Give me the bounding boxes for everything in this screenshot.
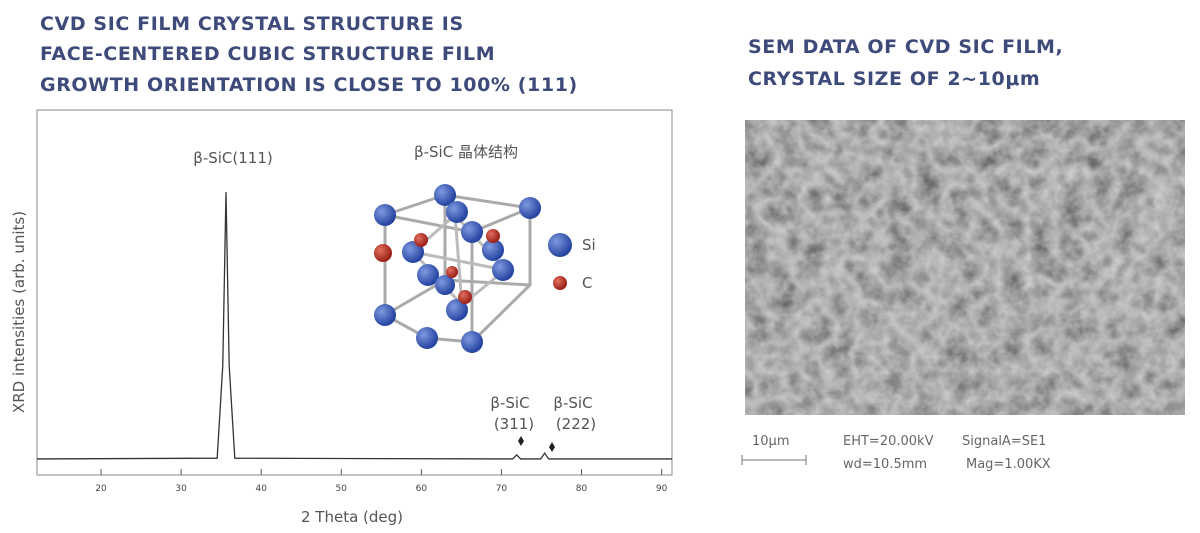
sem-info: EHT=20.00kV	[843, 434, 934, 449]
x-tick-label: 90	[656, 484, 668, 494]
x-tick-label: 80	[576, 484, 588, 494]
x-tick-label: 50	[336, 484, 348, 494]
y-axis-label: XRD intensities (arb. units)	[10, 211, 28, 413]
x-tick-label: 30	[175, 484, 187, 494]
peak-annotation: (311)	[494, 415, 534, 433]
title-line: CVD SIC FILM CRYSTAL STRUCTURE IS	[40, 13, 464, 35]
sem-info: Mag=1.00KX	[966, 457, 1051, 472]
peak-annotation: β-SiC	[490, 394, 529, 412]
sem-info: wd=10.5mm	[843, 457, 927, 472]
scale-bar	[741, 455, 807, 465]
x-tick-label: 60	[416, 484, 428, 494]
legend-label: C	[582, 274, 592, 292]
sem-title-line: CRYSTAL SIZE OF 2~10μm	[748, 68, 1040, 90]
sem-info: SignalA=SE1	[962, 434, 1046, 449]
x-axis-label: 2 Theta (deg)	[301, 508, 403, 526]
x-tick-label: 70	[496, 484, 508, 494]
peak-annotation: (222)	[556, 415, 596, 433]
inset-title: β-SiC 晶体结构	[414, 143, 518, 161]
peak-annotation: β-SiC	[553, 394, 592, 412]
sem-title-line: SEM DATA OF CVD SIC FILM,	[748, 36, 1063, 58]
crystal-structure	[374, 184, 572, 353]
title-line: FACE-CENTERED CUBIC STRUCTURE FILM	[40, 43, 495, 65]
xrd-line	[36, 192, 672, 460]
plot-frame	[36, 109, 673, 476]
scale-bar-label: 10μm	[752, 434, 789, 449]
peak-marker	[518, 436, 555, 452]
legend-label: Si	[582, 236, 596, 254]
x-tick-label: 40	[255, 484, 267, 494]
title-line: GROWTH ORIENTATION IS CLOSE TO 100% (111…	[40, 74, 578, 96]
x-tick-label: 20	[95, 484, 107, 494]
sem-texture	[745, 120, 1185, 415]
peak-annotation: β-SiC(111)	[193, 149, 272, 167]
